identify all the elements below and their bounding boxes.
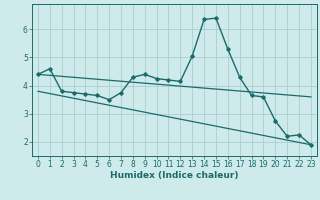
X-axis label: Humidex (Indice chaleur): Humidex (Indice chaleur) — [110, 171, 239, 180]
